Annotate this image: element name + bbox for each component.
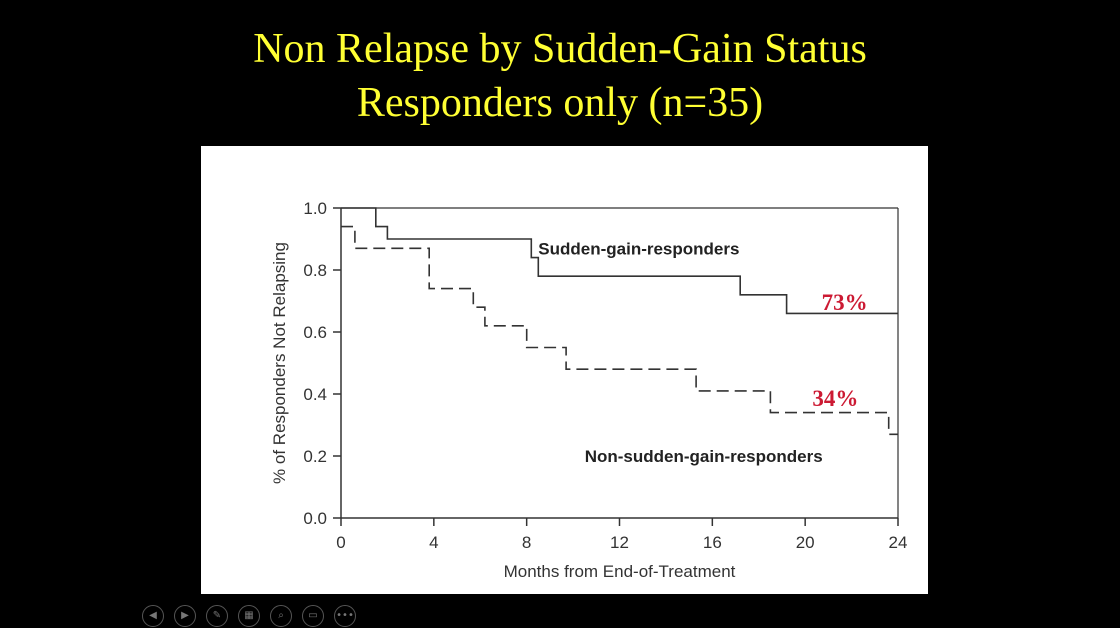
- more-icon: •••: [336, 610, 354, 621]
- subtitles-button[interactable]: ▭: [302, 605, 324, 627]
- series-lines: [341, 207, 898, 436]
- y-tick-label: 0.8: [303, 261, 327, 280]
- y-tick-label: 1.0: [303, 199, 327, 218]
- y-tick-label: 0.6: [303, 323, 327, 342]
- zoom-button[interactable]: ⌕: [270, 605, 292, 627]
- y-axis-label: % of Responders Not Relapsing: [270, 242, 289, 484]
- x-tick-label: 20: [796, 533, 815, 552]
- labels: Sudden-gain-responders 73% 34% Non-sudden-g…: [538, 239, 867, 466]
- series-line-non-sudden-gain: [341, 225, 898, 436]
- label-73-percent: 73%: [822, 290, 868, 315]
- title-line-1: Non Relapse by Sudden-Gain Status: [253, 26, 867, 72]
- x-axis-label: Months from End-of-Treatment: [504, 562, 736, 581]
- next-slide-button[interactable]: ▶: [174, 605, 196, 627]
- y-tick-label: 0.4: [303, 385, 327, 404]
- slides-icon: ▦: [244, 610, 254, 621]
- title-line-2: Responders only (n=35): [356, 80, 764, 126]
- label-sudden-gain: Sudden-gain-responders: [538, 239, 739, 258]
- x-tick-label: 0: [336, 533, 345, 552]
- label-34-percent: 34%: [812, 386, 858, 411]
- presenter-toolbar: ◀ ▶ ✎ ▦ ⌕ ▭ •••: [142, 604, 356, 628]
- y-tick-label: 0.2: [303, 447, 327, 466]
- x-tick-label: 24: [889, 533, 908, 552]
- axes: 0.0 0.2 0.4 0.6 0.8 1.0 0 4 8 12 16 20 24 Months from…: [270, 199, 907, 581]
- y-tick-label: 0.0: [303, 509, 327, 528]
- x-tick-label: 16: [703, 533, 722, 552]
- survival-chart: 0.0 0.2 0.4 0.6 0.8 1.0 0 4 8 12 16 20 24 Months from…: [270, 199, 907, 581]
- series-line-sudden-gain: [341, 207, 898, 315]
- pen-tool-button[interactable]: ✎: [206, 605, 228, 627]
- x-tick-label: 8: [522, 533, 531, 552]
- label-non-sudden-gain: Non-sudden-gain-responders: [585, 447, 823, 466]
- prev-icon: ◀: [149, 610, 157, 621]
- previous-slide-button[interactable]: ◀: [142, 605, 164, 627]
- subtitles-icon: ▭: [308, 610, 318, 621]
- more-options-button[interactable]: •••: [334, 605, 356, 627]
- next-icon: ▶: [181, 610, 189, 621]
- zoom-icon: ⌕: [278, 610, 284, 621]
- see-all-slides-button[interactable]: ▦: [238, 605, 260, 627]
- x-tick-label: 4: [429, 533, 438, 552]
- slide-title: Non Relapse by Sudden-Gain Status Respon…: [0, 22, 1120, 130]
- pen-icon: ✎: [212, 610, 222, 621]
- x-tick-label: 12: [610, 533, 629, 552]
- chart-panel: 0.0 0.2 0.4 0.6 0.8 1.0 0 4 8 12 16 20 24 Months from…: [201, 146, 928, 594]
